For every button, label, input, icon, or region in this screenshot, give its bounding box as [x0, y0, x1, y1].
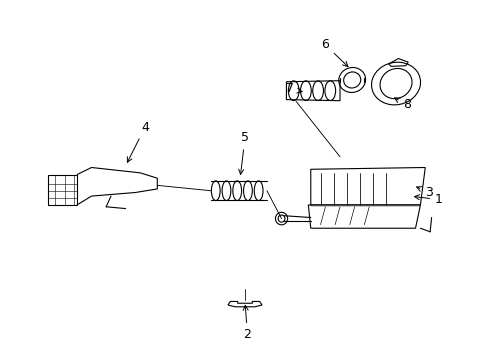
- Text: 4: 4: [127, 121, 149, 162]
- Text: 1: 1: [415, 193, 443, 206]
- Text: 6: 6: [321, 39, 348, 67]
- Text: 8: 8: [394, 98, 411, 112]
- Bar: [48, 175, 77, 205]
- Text: 2: 2: [243, 305, 251, 341]
- Text: 3: 3: [416, 186, 433, 199]
- Bar: [311, 204, 420, 206]
- Text: 5: 5: [239, 131, 249, 174]
- Text: 7: 7: [286, 82, 302, 95]
